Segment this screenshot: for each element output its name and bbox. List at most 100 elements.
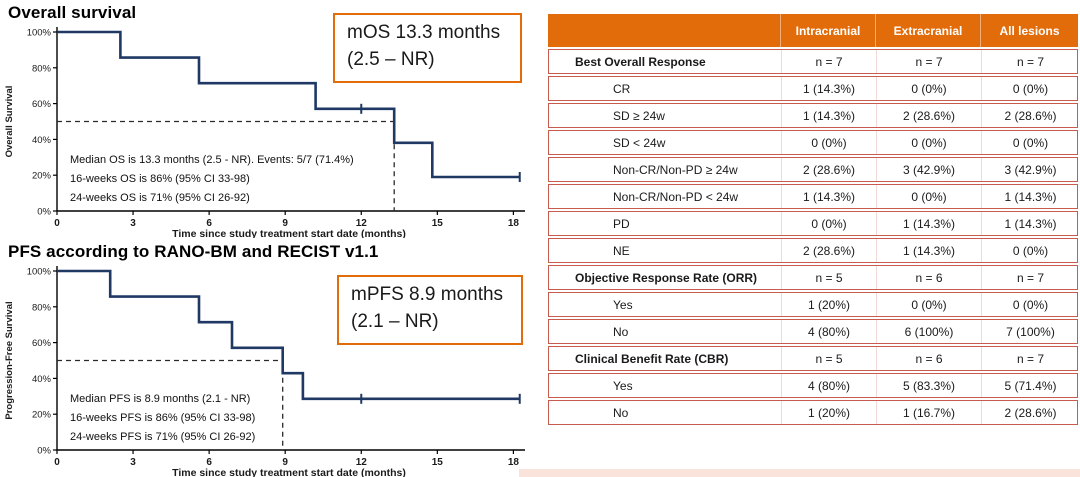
y-tick-label: 100% [27, 28, 52, 39]
row-label: Yes [613, 297, 633, 312]
x-tick-label: 3 [130, 457, 136, 468]
stats-line: Median PFS is 8.9 months (2.1 - NR) [70, 393, 250, 405]
slide-accent-strip [519, 469, 1080, 477]
cell-value: n = 6 [876, 266, 981, 289]
row-label: SD < 24w [613, 135, 666, 150]
cell-value: 5 (83.3%) [876, 374, 981, 397]
cell-value: 2 (28.6%) [981, 401, 1079, 424]
header-intracranial: Intracranial [780, 14, 875, 47]
table-header-row: Intracranial Extracranial All lesions [548, 14, 1078, 47]
cell-value: 0 (0%) [981, 77, 1079, 100]
x-tick-label: 3 [130, 218, 136, 229]
y-tick-label: 40% [32, 135, 52, 146]
cell-value: n = 7 [876, 50, 981, 73]
cell-value: 2 (28.6%) [876, 104, 981, 127]
x-tick-label: 18 [508, 457, 520, 468]
response-table: Intracranial Extracranial All lesions Be… [548, 14, 1078, 425]
x-tick-label: 0 [54, 457, 60, 468]
x-tick-label: 12 [356, 457, 368, 468]
os-median-callout: mOS 13.3 months (2.5 – NR) [333, 13, 522, 83]
km-step-curve [57, 30, 520, 179]
row-label: Non-CR/Non-PD < 24w [613, 189, 739, 204]
stats-line: 16-weeks OS is 86% (95% CI 33-98) [70, 173, 250, 185]
table-row: SD ≥ 24w 1 (14.3%) 2 (28.6%) 2 (28.6%) [548, 103, 1078, 128]
stats-line: 24-weeks PFS is 71% (95% CI 26-92) [70, 431, 255, 443]
y-tick-label: 100% [27, 267, 52, 278]
cell-value: 1 (14.3%) [781, 185, 876, 208]
cell-value: 0 (0%) [876, 131, 981, 154]
cell-value: 6 (100%) [876, 320, 981, 343]
os-km-chart: 0% 20% 40% 60% 80% 100% 0 3 6 9 12 15 18 Time since s… [4, 27, 525, 238]
row-label: PD [613, 216, 630, 231]
cell-value: 1 (16.7%) [876, 401, 981, 424]
y-tick-label: 20% [32, 171, 52, 182]
row-label: Yes [613, 378, 633, 393]
table-row: Yes 1 (20%) 0 (0%) 0 (0%) [548, 292, 1078, 317]
row-label: Clinical Benefit Rate (CBR) [575, 351, 729, 366]
table-row: NE 2 (28.6%) 1 (14.3%) 0 (0%) [548, 238, 1078, 263]
os-chart-title: Overall survival [8, 3, 137, 22]
cell-value: 1 (14.3%) [981, 212, 1079, 235]
cell-value: 1 (20%) [781, 401, 876, 424]
header-extracranial: Extracranial [875, 14, 980, 47]
row-label: NE [613, 243, 630, 258]
cell-value: 5 (71.4%) [981, 374, 1079, 397]
row-label: CR [613, 81, 631, 96]
table-row: PD 0 (0%) 1 (14.3%) 1 (14.3%) [548, 211, 1078, 236]
pfs-median-callout-line2: (2.1 – NR) [351, 310, 439, 332]
cell-value: n = 7 [981, 347, 1079, 370]
stats-line: Median OS is 13.3 months (2.5 - NR). Eve… [70, 154, 354, 166]
row-label: Objective Response Rate (ORR) [575, 270, 758, 285]
cell-value: 2 (28.6%) [981, 104, 1079, 127]
cell-value: n = 7 [781, 50, 876, 73]
stats-line: 24-weeks OS is 71% (95% CI 26-92) [70, 192, 250, 204]
cell-value: 0 (0%) [781, 131, 876, 154]
x-axis-label: Time since study treatment start date (m… [172, 228, 406, 238]
pfs-chart-panel: PFS according to RANO-BM and RECIST v1.1… [0, 239, 534, 477]
x-tick-label: 18 [508, 218, 520, 229]
y-tick-label: 20% [32, 410, 52, 421]
x-tick-label: 6 [206, 457, 212, 468]
cell-value: 0 (0%) [781, 212, 876, 235]
y-tick-label: 60% [32, 338, 52, 349]
stats-line: 16-weeks PFS is 86% (95% CI 33-98) [70, 412, 255, 424]
pfs-median-callout: mPFS 8.9 months (2.1 – NR) [337, 275, 523, 345]
cell-value: 1 (14.3%) [781, 77, 876, 100]
table-row: SD < 24w 0 (0%) 0 (0%) 0 (0%) [548, 130, 1078, 155]
os-median-callout-line2: (2.5 – NR) [347, 48, 435, 70]
cell-value: 0 (0%) [981, 239, 1079, 262]
cell-value: 4 (80%) [781, 320, 876, 343]
row-label: SD ≥ 24w [613, 108, 665, 123]
table-row: Non-CR/Non-PD < 24w 1 (14.3%) 0 (0%) 1 (14.… [548, 184, 1078, 209]
km-step-curve [57, 269, 520, 401]
cell-value: n = 5 [781, 347, 876, 370]
cell-value: 0 (0%) [876, 293, 981, 316]
pfs-chart-title: PFS according to RANO-BM and RECIST v1.1 [8, 242, 379, 261]
y-tick-label: 0% [37, 446, 51, 457]
cell-value: 0 (0%) [981, 131, 1079, 154]
os-median-callout-line1: mOS 13.3 months [347, 22, 501, 43]
y-axis-label: Progression-Free Survival [4, 301, 15, 419]
row-label: Best Overall Response [575, 54, 706, 69]
y-tick-label: 60% [32, 99, 52, 110]
y-tick-label: 0% [37, 207, 51, 218]
os-chart-panel: Overall survival 0% 20% 40% 60% 80% 100% 0 3 6 9 1… [0, 0, 534, 238]
cell-value: 1 (14.3%) [981, 185, 1079, 208]
y-tick-label: 80% [32, 63, 52, 74]
pfs-median-callout-line1: mPFS 8.9 months [351, 284, 504, 305]
cell-value: 7 (100%) [981, 320, 1079, 343]
row-label: Non-CR/Non-PD ≥ 24w [613, 162, 738, 177]
pfs-km-chart: 0% 20% 40% 60% 80% 100% 0 3 6 9 12 15 18 Time since s… [4, 266, 525, 477]
cell-value: n = 5 [781, 266, 876, 289]
cell-value: 3 (42.9%) [876, 158, 981, 181]
header-empty-cell [548, 14, 780, 47]
cell-value: 1 (14.3%) [876, 239, 981, 262]
cell-value: n = 6 [876, 347, 981, 370]
table-row: No 4 (80%) 6 (100%) 7 (100%) [548, 319, 1078, 344]
table-row: No 1 (20%) 1 (16.7%) 2 (28.6%) [548, 400, 1078, 425]
cell-value: 3 (42.9%) [981, 158, 1079, 181]
cell-value: 1 (14.3%) [876, 212, 981, 235]
cell-value: 1 (14.3%) [781, 104, 876, 127]
